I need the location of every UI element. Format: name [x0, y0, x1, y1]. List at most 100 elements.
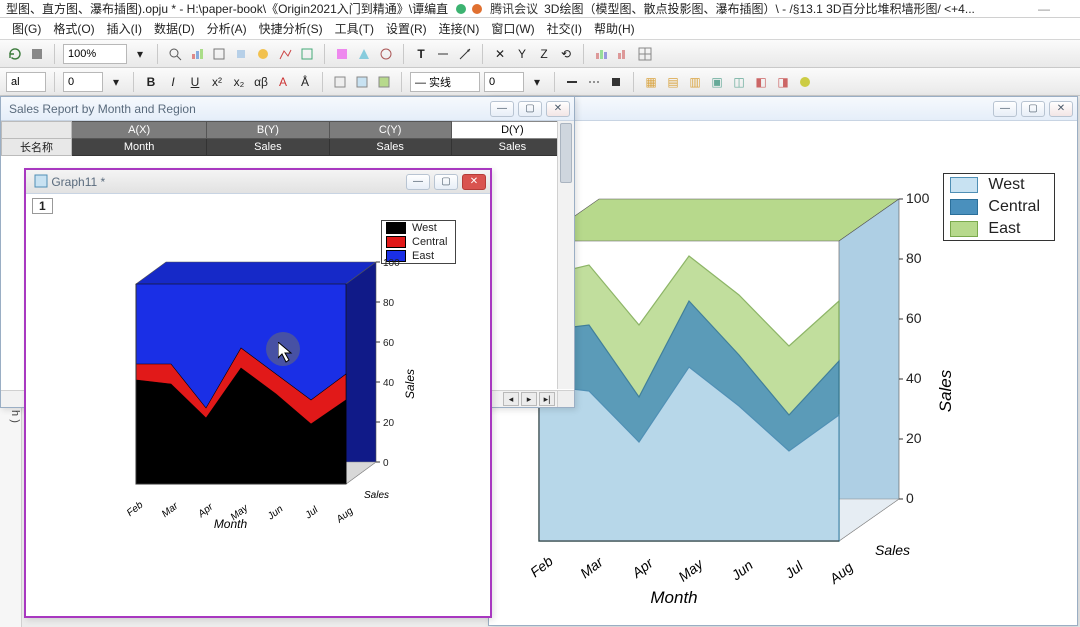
- font-family-combo[interactable]: [6, 72, 46, 92]
- cell[interactable]: Sales: [207, 139, 329, 156]
- big-graph-window[interactable]: — ▢ ✕ West Central East 020406080100Sale…: [488, 96, 1078, 626]
- zoom-down-icon[interactable]: ▾: [131, 45, 149, 63]
- scroll-left-button[interactable]: ◂: [503, 392, 519, 406]
- tb-icon[interactable]: [331, 73, 349, 91]
- size-down-icon[interactable]: ▾: [107, 73, 125, 91]
- close-button[interactable]: ✕: [1049, 101, 1073, 117]
- tb-icon[interactable]: [796, 73, 814, 91]
- scrollbar-vertical[interactable]: [557, 121, 574, 389]
- svg-text:0: 0: [906, 490, 914, 506]
- tb-icon[interactable]: [592, 45, 610, 63]
- col-header[interactable]: C(Y): [329, 122, 451, 139]
- tb-icon[interactable]: ⟲: [557, 45, 575, 63]
- graph11-window[interactable]: Graph11 * — ▢ ✕ 1 West Central East 0204…: [24, 168, 492, 618]
- scroll-end-button[interactable]: ▸|: [539, 392, 555, 406]
- tb-icon[interactable]: [276, 45, 294, 63]
- menu-item[interactable]: 连接(N): [433, 18, 486, 39]
- tb-icon[interactable]: [353, 73, 371, 91]
- menu-item[interactable]: 插入(I): [101, 18, 148, 39]
- greek-button[interactable]: αβ: [252, 73, 270, 91]
- cell[interactable]: Sales: [329, 139, 451, 156]
- tb-icon[interactable]: [188, 45, 206, 63]
- svg-text:Apr: Apr: [196, 501, 216, 520]
- minimize-button[interactable]: —: [993, 101, 1017, 117]
- svg-text:80: 80: [906, 250, 922, 266]
- tb-icon[interactable]: ◧: [752, 73, 770, 91]
- tb-icon[interactable]: ◫: [730, 73, 748, 91]
- tb-icon[interactable]: [636, 45, 654, 63]
- menu-item[interactable]: 格式(O): [47, 18, 100, 39]
- tb-icon[interactable]: Z: [535, 45, 553, 63]
- sub-button[interactable]: x₂: [230, 73, 248, 91]
- underline-button[interactable]: U: [186, 73, 204, 91]
- workbook-titlebar[interactable]: Sales Report by Month and Region — ▢ ✕: [1, 97, 574, 121]
- tb-refresh-icon[interactable]: [6, 45, 24, 63]
- graph11-titlebar[interactable]: Graph11 * — ▢ ✕: [26, 170, 490, 194]
- tb-icon[interactable]: Y: [513, 45, 531, 63]
- lw-down-icon[interactable]: ▾: [528, 73, 546, 91]
- minimize-button[interactable]: —: [490, 101, 514, 117]
- svg-text:Jul: Jul: [781, 557, 806, 582]
- tb-zoomin-icon[interactable]: [166, 45, 184, 63]
- tb-icon[interactable]: [375, 73, 393, 91]
- cell[interactable]: Sales: [451, 139, 573, 156]
- svg-text:Jun: Jun: [727, 557, 756, 584]
- maximize-button[interactable]: ▢: [518, 101, 542, 117]
- menu-item[interactable]: 帮助(H): [588, 18, 641, 39]
- tb-icon[interactable]: [254, 45, 272, 63]
- maximize-button[interactable]: ▢: [1021, 101, 1045, 117]
- menu-item[interactable]: 工具(T): [329, 18, 380, 39]
- close-button[interactable]: ✕: [462, 174, 486, 190]
- scroll-right-button[interactable]: ▸: [521, 392, 537, 406]
- menu-item[interactable]: 窗口(W): [485, 18, 540, 39]
- menu-item[interactable]: 图(G): [6, 18, 47, 39]
- tb-icon[interactable]: [210, 45, 228, 63]
- tb-icon[interactable]: ✕: [491, 45, 509, 63]
- tb-icon[interactable]: [434, 45, 452, 63]
- italic-button[interactable]: I: [164, 73, 182, 91]
- line-style-combo[interactable]: [410, 72, 480, 92]
- tb-icon[interactable]: [355, 45, 373, 63]
- minimize-button[interactable]: —: [406, 174, 430, 190]
- tb-icon[interactable]: [232, 45, 250, 63]
- tb-icon[interactable]: ▤: [664, 73, 682, 91]
- tb-icon[interactable]: [333, 45, 351, 63]
- tb-icon[interactable]: ▦: [642, 73, 660, 91]
- col-header[interactable]: A(X): [72, 122, 207, 139]
- menu-item[interactable]: 快捷分析(S): [253, 18, 329, 39]
- cell[interactable]: Month: [72, 139, 207, 156]
- font-size-combo[interactable]: [63, 72, 103, 92]
- tb-icon[interactable]: [614, 45, 632, 63]
- tb-stop-icon[interactable]: [28, 45, 46, 63]
- menu-item[interactable]: 设置(R): [380, 18, 433, 39]
- svg-text:0: 0: [383, 458, 389, 469]
- tb-icon[interactable]: [585, 73, 603, 91]
- maximize-button[interactable]: ▢: [434, 174, 458, 190]
- font-color-button[interactable]: A: [274, 73, 292, 91]
- tb-icon[interactable]: ▣: [708, 73, 726, 91]
- cursor-highlight: [266, 332, 300, 366]
- tb-icon[interactable]: [377, 45, 395, 63]
- char-button[interactable]: Å: [296, 73, 314, 91]
- tb-icon[interactable]: [298, 45, 316, 63]
- menu-item[interactable]: 分析(A): [201, 18, 253, 39]
- col-header[interactable]: B(Y): [207, 122, 329, 139]
- tb-icon[interactable]: [607, 73, 625, 91]
- close-button[interactable]: ✕: [546, 101, 570, 117]
- menu-item[interactable]: 数据(D): [148, 18, 201, 39]
- tb-icon[interactable]: [456, 45, 474, 63]
- sup-button[interactable]: x²: [208, 73, 226, 91]
- scrollbar-thumb[interactable]: [560, 123, 572, 183]
- tb-text-icon[interactable]: T: [412, 45, 430, 63]
- bold-button[interactable]: B: [142, 73, 160, 91]
- zoom-combo[interactable]: [63, 44, 127, 64]
- tb-icon[interactable]: ▥: [686, 73, 704, 91]
- tb-icon[interactable]: [563, 73, 581, 91]
- col-header-selected[interactable]: D(Y): [451, 122, 573, 139]
- menu-item[interactable]: 社交(I): [541, 18, 588, 39]
- tb-icon[interactable]: ◨: [774, 73, 792, 91]
- app-minimize-icon[interactable]: —: [1038, 2, 1050, 16]
- line-width-combo[interactable]: [484, 72, 524, 92]
- workbook-table[interactable]: A(X) B(Y) C(Y) D(Y) 长名称 Month Sales Sale…: [1, 121, 574, 156]
- big-graph-titlebar[interactable]: — ▢ ✕: [489, 97, 1077, 121]
